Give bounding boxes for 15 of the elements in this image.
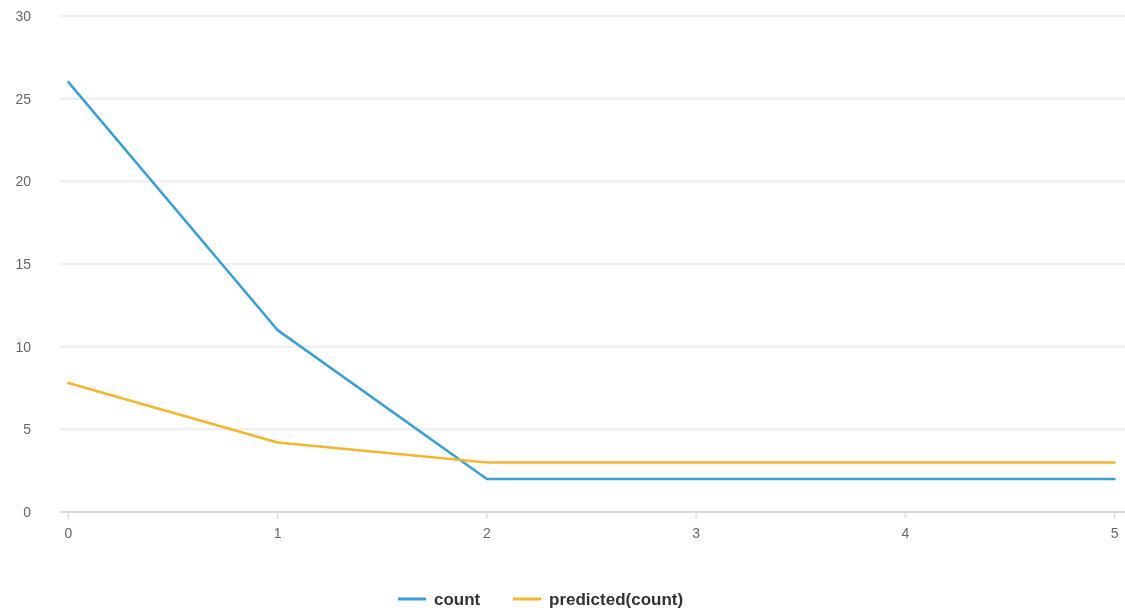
x-tick-label: 2 — [482, 525, 491, 541]
x-tick-label: 1 — [273, 525, 282, 541]
y-tick-label: 30 — [15, 8, 32, 24]
x-tick-label: 3 — [692, 525, 701, 541]
x-tick-label: 4 — [901, 525, 910, 541]
y-tick-label: 10 — [15, 338, 32, 355]
y-tick-label: 20 — [15, 173, 32, 190]
legend-label: count — [434, 590, 481, 609]
y-tick-label: 25 — [15, 90, 32, 107]
y-tick-label: 0 — [23, 504, 32, 520]
x-tick-label: 5 — [1110, 525, 1119, 541]
legend-label: predicted(count) — [549, 590, 684, 609]
x-tick-label: 0 — [64, 525, 73, 541]
y-tick-label: 5 — [23, 421, 32, 438]
y-tick-label: 15 — [15, 256, 32, 272]
